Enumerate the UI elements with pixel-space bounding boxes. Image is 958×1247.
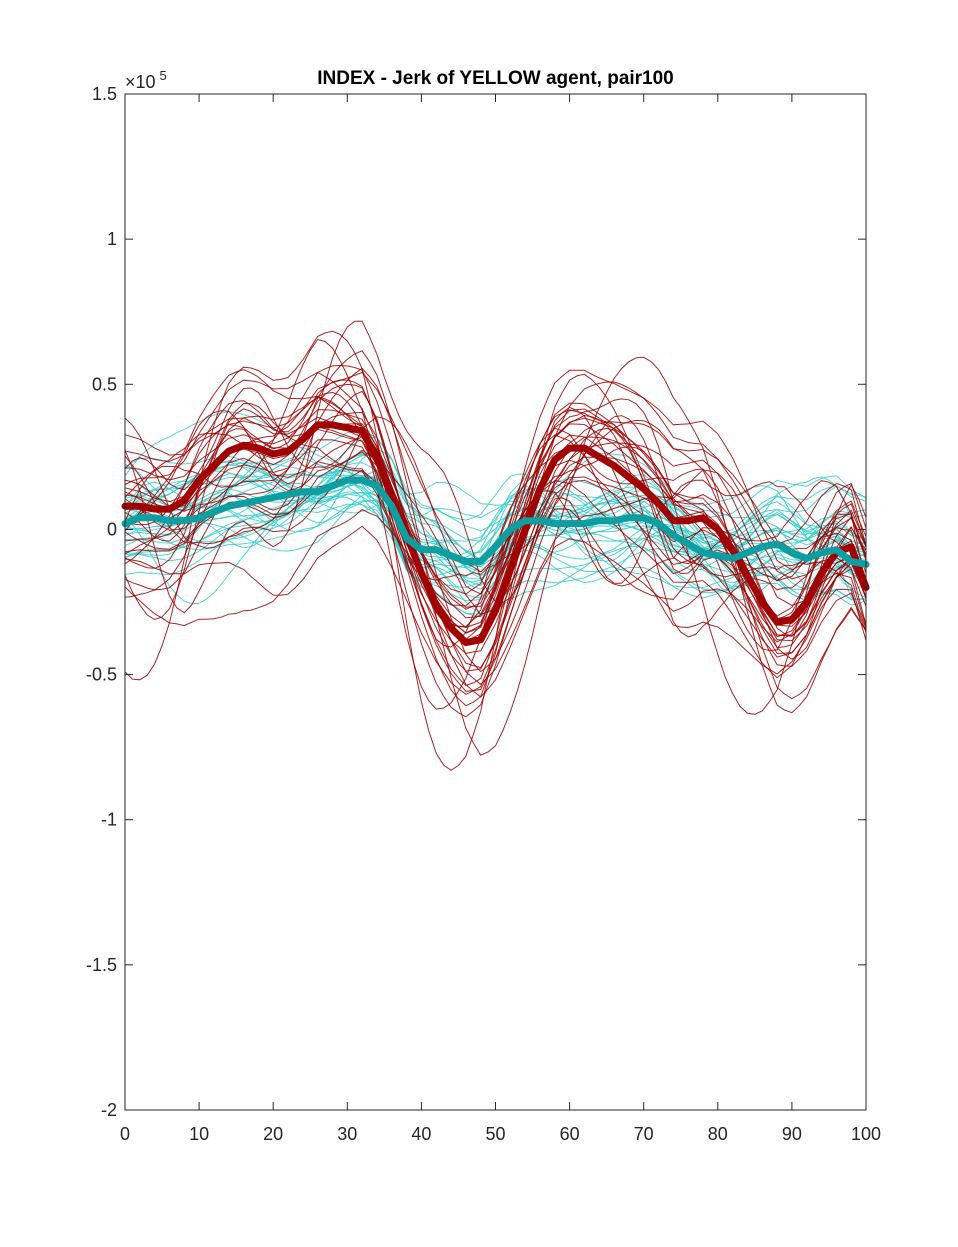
- y-tick-label: -2: [101, 1100, 117, 1120]
- y-axis-multiplier-exponent: 5: [160, 68, 167, 83]
- trial-line: [124, 474, 867, 579]
- trial-line: [124, 488, 867, 583]
- trial-line: [124, 408, 867, 629]
- x-tick-label: 10: [189, 1124, 209, 1144]
- x-tick-label: 0: [120, 1124, 130, 1144]
- trial-line: [124, 350, 867, 756]
- trial-line: [124, 416, 867, 595]
- y-tick-label: -1: [101, 810, 117, 830]
- trial-line: [124, 396, 867, 718]
- y-tick-label: 0.5: [92, 374, 117, 394]
- y-tick-label: 0: [107, 519, 117, 539]
- trial-line: [124, 367, 867, 700]
- trial-line: [124, 381, 867, 695]
- x-tick-label: 80: [708, 1124, 728, 1144]
- x-tick-label: 90: [782, 1124, 802, 1144]
- trial-line: [124, 469, 867, 601]
- trial-line: [124, 411, 867, 669]
- trial-line: [124, 464, 867, 568]
- trial-line: [124, 417, 867, 667]
- x-axis: 0 10 20 30 40 50 60 70 80 90 100: [120, 94, 881, 1144]
- x-tick-label: 70: [634, 1124, 654, 1144]
- y-axis-multiplier: ×10 5: [125, 68, 167, 92]
- trial-line: [124, 403, 867, 687]
- mean-lines: [121, 421, 870, 647]
- y-tick-label: -0.5: [86, 665, 117, 685]
- x-tick-label: 100: [851, 1124, 881, 1144]
- trial-line: [124, 371, 867, 698]
- y-axis: -2 -1.5 -1 -0.5 0 0.5 1 1.5: [86, 84, 866, 1120]
- mean-line: [121, 476, 870, 568]
- y-axis-multiplier-base: ×10: [125, 72, 156, 92]
- chart-title: INDEX - Jerk of YELLOW agent, pair100: [317, 68, 674, 89]
- y-tick-label: 1: [107, 229, 117, 249]
- trial-line: [124, 396, 867, 692]
- x-tick-label: 30: [337, 1124, 357, 1144]
- mean-line: [121, 421, 870, 647]
- x-tick-label: 20: [263, 1124, 283, 1144]
- x-tick-label: 50: [485, 1124, 505, 1144]
- y-tick-label: -1.5: [86, 955, 117, 975]
- y-tick-label: 1.5: [92, 84, 117, 104]
- x-tick-label: 60: [560, 1124, 580, 1144]
- x-tick-label: 40: [411, 1124, 431, 1144]
- trial-line: [124, 391, 867, 710]
